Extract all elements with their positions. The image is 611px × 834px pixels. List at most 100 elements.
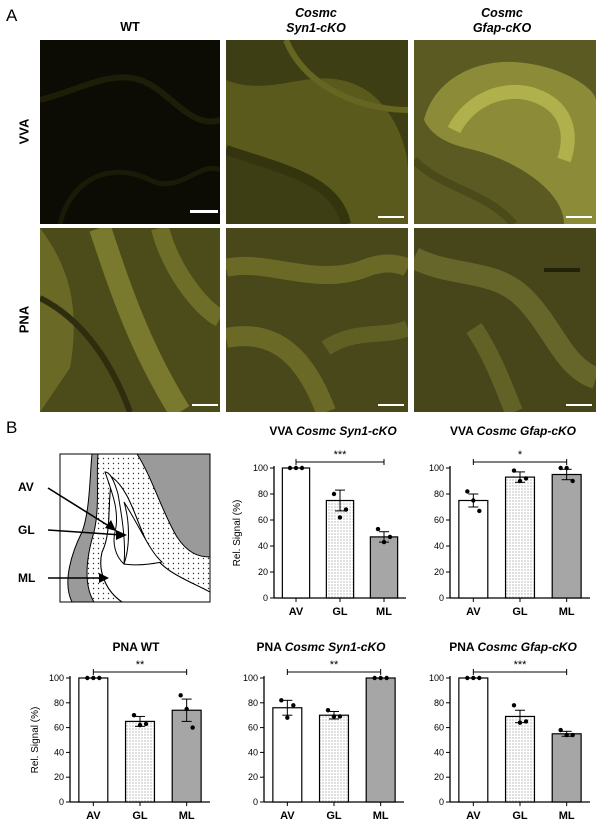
bar-av — [458, 677, 489, 803]
y-tick-label: 60 — [434, 515, 444, 525]
data-point — [287, 465, 293, 471]
x-tick-label: GL — [326, 810, 342, 822]
data-point — [477, 508, 482, 514]
cerebellum-schematic: AV GL ML — [12, 432, 222, 622]
data-point — [477, 675, 482, 681]
data-point — [378, 675, 383, 681]
y-tick-label: 40 — [434, 541, 444, 551]
data-point — [91, 675, 96, 681]
data-point — [564, 465, 569, 471]
data-point — [331, 714, 337, 719]
data-point — [384, 675, 389, 681]
data-point — [131, 713, 137, 718]
chart-title-pna-gfap: PNA Cosmc Gfap-cKO — [449, 640, 577, 654]
y-tick-label: 40 — [54, 747, 64, 757]
column-header-gfap-line2: Gfap-cKO — [472, 21, 532, 35]
bar-av — [458, 499, 489, 599]
data-point — [465, 489, 470, 494]
data-point — [343, 507, 349, 512]
y-tick-label: 100 — [429, 673, 444, 683]
chart-title-vva-syn1: VVA Cosmc Syn1-cKO — [269, 424, 397, 438]
data-point — [143, 721, 149, 727]
row-label-vva: VVA — [16, 118, 32, 145]
data-point — [325, 708, 331, 713]
data-point — [137, 722, 143, 728]
y-tick-label: 20 — [434, 567, 444, 577]
bar-av — [281, 467, 311, 599]
x-tick-label: AV — [280, 810, 295, 822]
bar-ml — [365, 677, 396, 803]
x-tick-label: ML — [376, 606, 392, 618]
significance-label: *** — [334, 449, 348, 461]
data-point — [570, 732, 575, 738]
data-point — [381, 539, 387, 545]
y-tick-label: 100 — [243, 673, 258, 683]
y-tick-label: 40 — [258, 541, 268, 551]
y-tick-label: 60 — [248, 723, 258, 733]
column-header-wt-line1: WT — [120, 20, 140, 34]
bar-gl — [124, 720, 156, 803]
y-tick-label: 20 — [248, 772, 258, 782]
data-point — [511, 468, 517, 473]
data-point — [178, 693, 183, 698]
y-tick-label: 80 — [434, 489, 444, 499]
micrograph-vva-wt — [40, 40, 220, 224]
data-point — [285, 715, 290, 720]
column-header-wt: WT — [40, 20, 220, 35]
y-tick-label: 20 — [434, 772, 444, 782]
y-tick-label: 20 — [258, 567, 268, 577]
y-tick-label: 100 — [49, 673, 64, 683]
data-point — [331, 491, 337, 497]
panel-a-label: A — [6, 6, 18, 25]
x-tick-label: GL — [512, 606, 528, 618]
chart-title-pna-wt: PNA WT — [112, 640, 160, 654]
micrograph-vva-gfap — [414, 40, 596, 224]
schematic-label-gl: GL — [18, 523, 35, 537]
bar-ml — [171, 709, 202, 803]
column-header-gfap: Cosmc Gfap-cKO — [412, 6, 592, 36]
data-point — [387, 534, 393, 540]
x-tick-label: ML — [559, 810, 575, 822]
data-point — [465, 675, 470, 681]
row-label-pna: PNA — [16, 305, 32, 334]
data-point — [97, 675, 102, 681]
y-tick-label: 20 — [54, 772, 64, 782]
y-tick-label: 40 — [248, 747, 258, 757]
y-tick-label: 60 — [54, 723, 64, 733]
y-tick-label: 80 — [434, 698, 444, 708]
y-tick-label: 80 — [54, 698, 64, 708]
bar-gl — [504, 715, 536, 803]
data-point — [570, 478, 575, 484]
data-point — [279, 698, 284, 703]
y-tick-label: 0 — [263, 593, 268, 603]
data-point — [558, 465, 563, 471]
y-tick-label: 80 — [258, 489, 268, 499]
bar-gl — [504, 476, 536, 599]
schematic-label-ml: ML — [18, 571, 36, 585]
bar-chart-pna-syn1: 0 20 40 60 80 100 AV GL ML ** — [243, 659, 404, 822]
x-tick-label: AV — [289, 606, 304, 618]
x-tick-label: AV — [86, 810, 101, 822]
data-point — [511, 703, 517, 708]
bar-av — [272, 707, 303, 803]
data-point — [190, 725, 195, 730]
x-tick-label: ML — [559, 606, 575, 618]
column-header-syn1: Cosmc Syn1-cKO — [226, 6, 406, 36]
y-tick-label: 40 — [434, 747, 444, 757]
bar-chart-pna-gfap: 0 20 40 60 80 100 AV GL ML *** — [429, 659, 590, 822]
chart-title-pna-syn1: PNA Cosmc Syn1-cKO — [256, 640, 386, 654]
data-point — [337, 515, 343, 520]
column-header-syn1-line2: Syn1-cKO — [286, 21, 346, 35]
micrograph-vva-syn1 — [226, 40, 408, 224]
x-tick-label: AV — [466, 606, 481, 618]
bar-gl — [325, 499, 355, 599]
data-point — [517, 720, 523, 725]
x-tick-label: AV — [466, 810, 481, 822]
data-point — [184, 706, 189, 712]
micrograph-pna-syn1 — [226, 228, 408, 412]
data-point — [517, 478, 523, 484]
bar-ml — [369, 536, 399, 599]
data-point — [375, 526, 381, 532]
y-axis-label: Rel. Signal (%) — [30, 707, 41, 774]
y-axis-label: Rel. Signal (%) — [232, 500, 243, 567]
